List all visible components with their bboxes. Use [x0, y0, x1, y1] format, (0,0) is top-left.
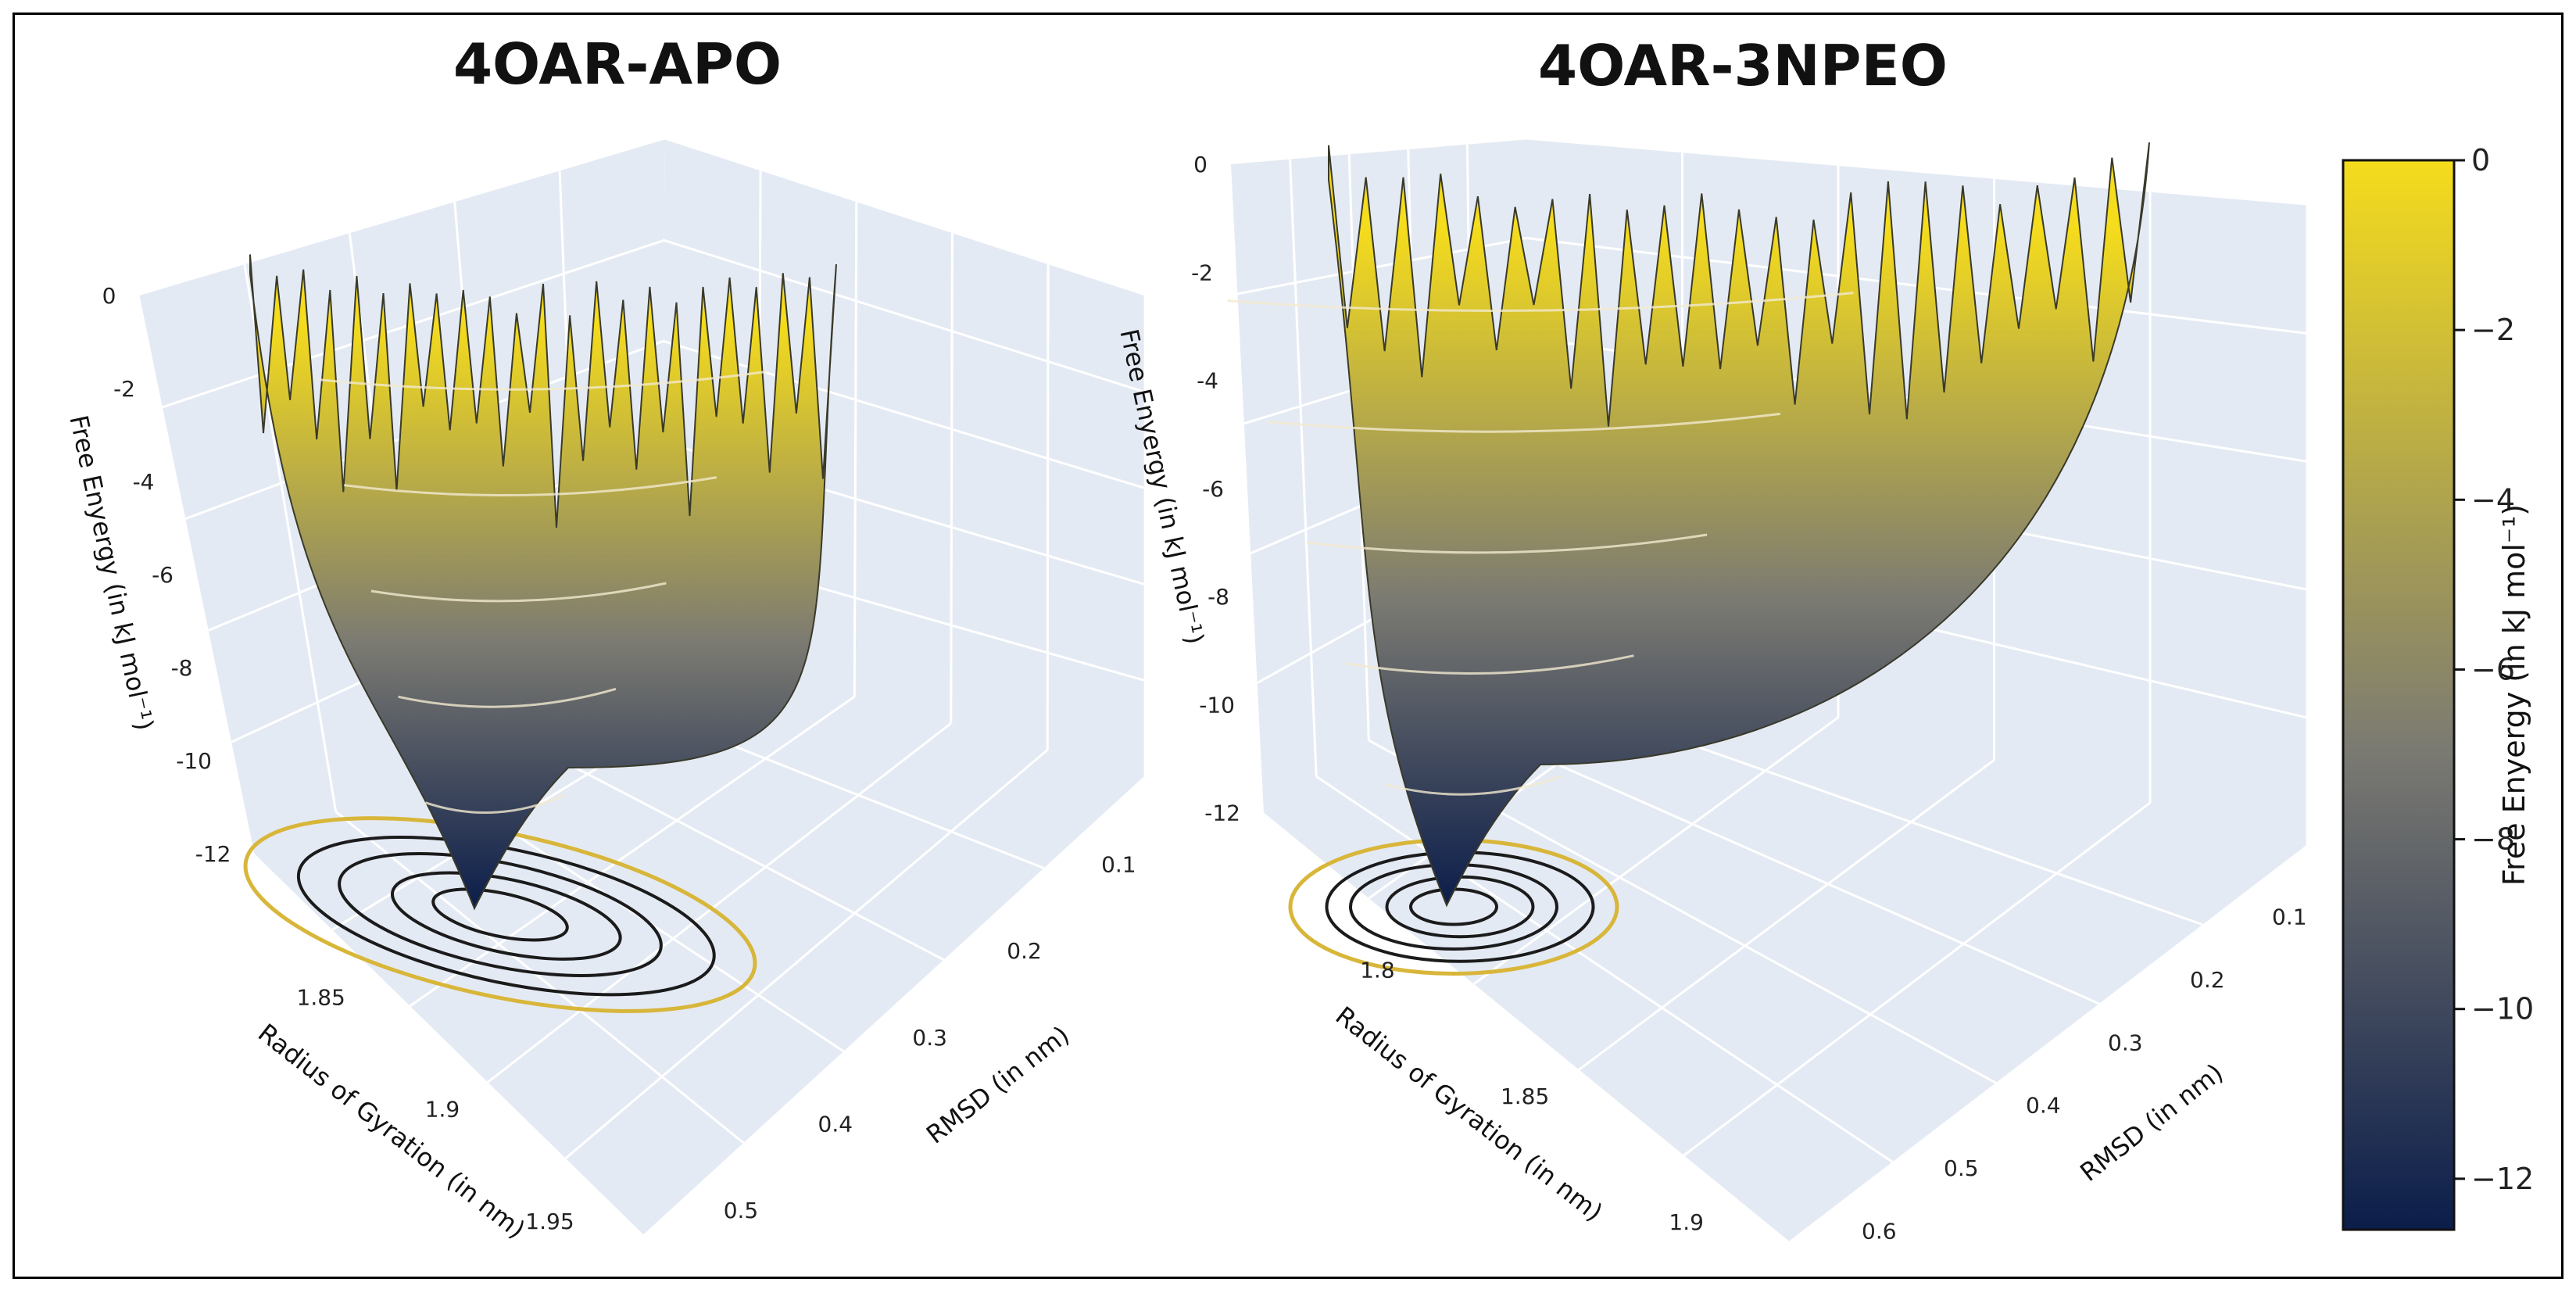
y-tick-label: 0.1 — [2272, 904, 2307, 930]
z-ticks-3npeo: 0 -2 -4 -6 -8 -10 -12 — [1191, 152, 1240, 826]
z-tick-label: -8 — [1208, 584, 1229, 610]
y-tick-label: 0.1 — [1101, 852, 1136, 878]
z-axis-label-apo: Free Enyergy (in kJ mol⁻¹) — [63, 413, 159, 733]
colorbar-tick-label: −2 — [2471, 313, 2515, 347]
colorbar-tick-label: −12 — [2471, 1162, 2534, 1196]
z-tick-label: -10 — [1199, 692, 1235, 718]
y-tick-label: 0.5 — [1944, 1155, 1979, 1181]
z-tick-label: -12 — [1204, 801, 1240, 826]
x-ticks-3npeo: 1.8 1.85 1.9 — [1360, 958, 1704, 1235]
colorbar-tick-label: 0 — [2471, 143, 2490, 177]
y-tick-label: 0.6 — [1862, 1218, 1897, 1244]
free-energy-surface-apo — [249, 254, 837, 911]
z-tick-label: 0 — [102, 283, 116, 309]
z-tick-label: -6 — [152, 562, 174, 588]
plot-panel-3npeo: 0-2-4-6-8-10-12 1.81.851.9 0.10.20.30.40… — [1114, 139, 2307, 1245]
plot-title-apo: 4OAR-APO — [453, 31, 782, 97]
z-tick-label: 0 — [1193, 152, 1208, 177]
colorbar: 0 −2 −4 −6 −8 −10 −12 Free Enyergy (in kJ mol⁻… — [2342, 143, 2534, 1231]
plot-panel-apo: 0 -2 -4 -6 -8 -10 -12 1.85 1.9 1.95 0.1 0.2 0.3 0.4… — [63, 139, 1145, 1245]
colorbar-tick-label: −4 — [2471, 482, 2515, 517]
contour-projection-apo — [243, 816, 757, 1013]
z-tick-label: -6 — [1202, 476, 1224, 502]
y-tick-label: 0.2 — [1007, 938, 1042, 964]
surface-level-lines-3npeo — [1227, 292, 1854, 796]
z-ticks-apo: 0 -2 -4 -6 -8 -10 -12 — [102, 283, 231, 867]
z-tick-label: -4 — [133, 469, 155, 495]
colorbar-tick-label: −8 — [2471, 822, 2515, 857]
y-tick-label: 0.3 — [2108, 1030, 2143, 1055]
x-tick-label: 1.95 — [525, 1209, 574, 1234]
y-ticks-apo: 0.1 0.2 0.3 0.4 0.5 — [724, 852, 1136, 1223]
x-tick-label: 1.85 — [1501, 1083, 1549, 1109]
z-tick-label: -2 — [113, 376, 135, 402]
z-tick-label: -4 — [1197, 368, 1218, 394]
y-axis-label-3npeo: RMSD (in nm) — [2074, 1058, 2228, 1187]
y-tick-label: 0.5 — [724, 1198, 759, 1223]
z-tick-label: -12 — [195, 841, 231, 867]
colorbar-tick-label: −6 — [2471, 652, 2515, 686]
colorbar-scale — [2342, 159, 2456, 1231]
y-tick-label: 0.4 — [818, 1111, 853, 1137]
z-tick-label: -10 — [176, 748, 212, 774]
colorbar-ticks: 0 −2 −4 −6 −8 −10 −12 — [2454, 143, 2534, 1196]
z-tick-label: -8 — [171, 655, 193, 681]
y-tick-label: 0.3 — [912, 1025, 947, 1051]
plot-title-3npeo: 4OAR-3NPEO — [1538, 33, 1948, 98]
x-tick-label: 1.85 — [297, 984, 345, 1010]
floor-pane-3npeo — [1264, 632, 2306, 1241]
y-tick-label: 0.2 — [2190, 967, 2225, 993]
colorbar-tick-label: −10 — [2471, 992, 2534, 1026]
x-tick-label: 1.8 — [1360, 958, 1395, 983]
colorbar-label: Free Enyergy (in kJ mol⁻¹) — [2497, 504, 2531, 886]
free-energy-surface-3npeo — [1328, 142, 2150, 908]
x-tick-label: 1.9 — [425, 1097, 460, 1123]
x-tick-label: 1.9 — [1669, 1209, 1704, 1235]
surface-level-lines-apo — [317, 370, 767, 815]
z-tick-label: -2 — [1191, 260, 1213, 285]
y-tick-label: 0.4 — [2026, 1093, 2061, 1119]
y-ticks-3npeo: 0.1 0.2 0.3 0.4 0.5 0.6 — [1862, 904, 2307, 1245]
x-ticks-apo: 1.85 1.9 1.95 — [297, 984, 574, 1234]
